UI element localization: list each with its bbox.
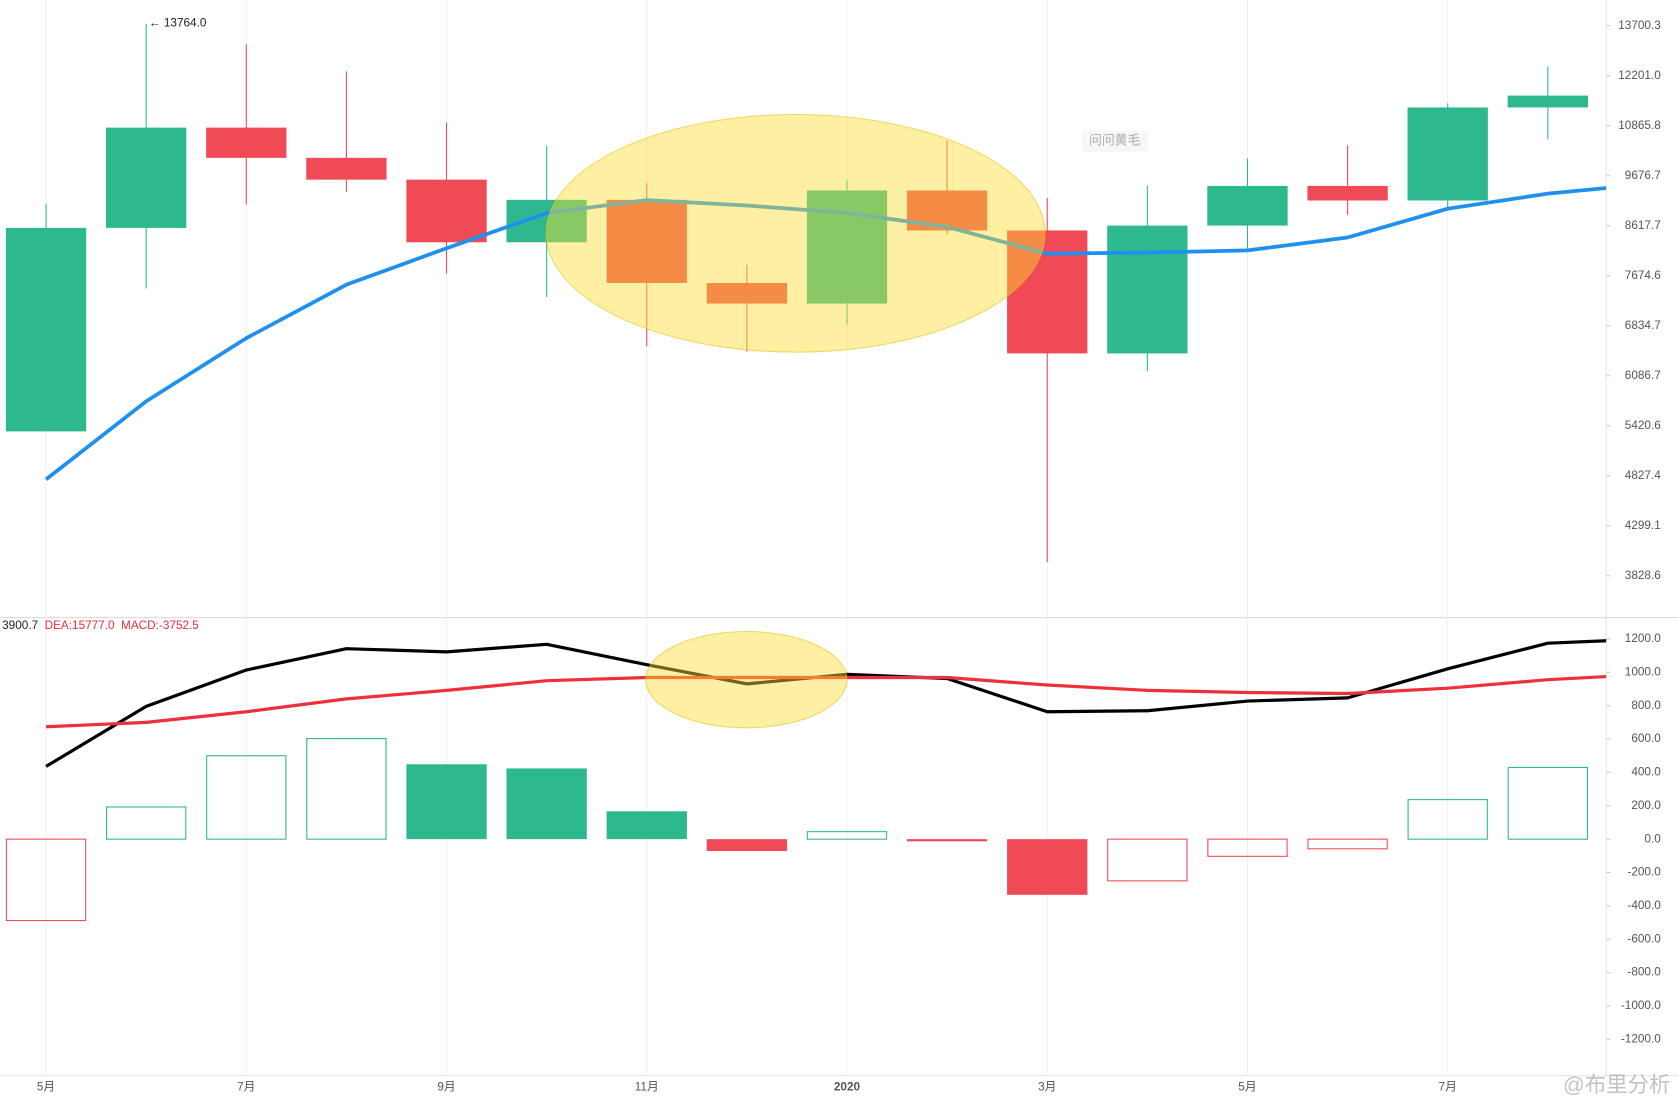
macd-bar — [606, 811, 687, 840]
macd-bar — [306, 738, 387, 840]
macd-bar — [5, 838, 87, 922]
x-tick-label: 2020 — [834, 1081, 861, 1094]
candle-body — [1107, 225, 1188, 354]
footer-watermark: @布里分析 — [1563, 1073, 1670, 1097]
candle-body — [406, 179, 487, 243]
candle-body — [5, 227, 87, 432]
candle-body — [306, 157, 387, 180]
x-tick-label: 9月 — [437, 1081, 455, 1094]
y-tick-label: -200.0 — [1627, 866, 1661, 879]
macd-bar — [106, 806, 187, 840]
watermark-bg — [1081, 130, 1148, 152]
x-tick-label: 3月 — [1038, 1081, 1056, 1094]
candle-body — [706, 283, 788, 304]
y-tick-label: 6834.7 — [1625, 319, 1661, 332]
candle-body — [606, 199, 687, 284]
y-tick-label: 4827.4 — [1625, 469, 1661, 482]
candle-body — [1407, 107, 1488, 201]
y-tick-label: 10865.8 — [1618, 119, 1661, 132]
macd-bar — [806, 831, 888, 840]
legend-entry: DEA:15777.0 — [45, 619, 115, 632]
legend-entry: MACD:-3752.5 — [121, 619, 199, 632]
y-tick-label: 800.0 — [1631, 699, 1661, 712]
macd-bar — [406, 764, 487, 840]
candle-body — [1307, 185, 1388, 201]
candle-body — [106, 127, 187, 228]
macd-line — [45, 639, 1607, 768]
y-tick-label: 0.0 — [1644, 832, 1661, 845]
y-tick-label: -1200.0 — [1621, 1032, 1661, 1045]
y-tick-label: 9676.7 — [1625, 169, 1661, 182]
candle-body — [206, 127, 287, 158]
plot-area — [5, 23, 1607, 922]
highlight-ellipse — [545, 113, 1046, 353]
macd-bar — [1407, 799, 1488, 840]
macd-bar — [1007, 839, 1088, 895]
y-tick-label: 600.0 — [1631, 732, 1661, 745]
x-tick-label: 7月 — [1439, 1081, 1457, 1094]
candle-body — [1507, 95, 1588, 108]
y-tick-label: 8617.7 — [1625, 219, 1661, 232]
y-tick-label: 1200.0 — [1625, 632, 1661, 645]
y-tick-label: 200.0 — [1631, 799, 1661, 812]
macd-bar — [1107, 838, 1188, 882]
macd-bar — [206, 755, 287, 840]
macd-bar — [706, 839, 788, 851]
highlight-ellipse — [645, 630, 848, 729]
max-annotation: ← 13764.0 — [149, 17, 207, 30]
highlights — [545, 113, 1046, 729]
macd-bar — [1307, 838, 1388, 850]
legend-entry: 3900.7 — [2, 619, 38, 632]
y-tick-label: 7674.6 — [1625, 269, 1661, 282]
watermark: 问问黄毛 — [1089, 133, 1140, 148]
x-tick-label: 7月 — [237, 1081, 255, 1094]
ma-line — [44, 186, 1607, 481]
x-tick-label: 5月 — [37, 1081, 55, 1094]
macd-bar — [506, 768, 587, 840]
x-tick-label: 11月 — [635, 1081, 659, 1094]
y-tick-label: 4299.1 — [1625, 519, 1661, 532]
x-tick-label: 5月 — [1238, 1081, 1256, 1094]
y-tick-label: -800.0 — [1627, 966, 1661, 979]
y-tick-label: 5420.6 — [1625, 419, 1661, 432]
y-tick-label: 3828.6 — [1625, 569, 1661, 582]
candle-body — [1007, 230, 1088, 354]
candle-body — [1207, 185, 1288, 226]
macd-bar — [906, 839, 988, 842]
y-tick-label: 400.0 — [1631, 766, 1661, 779]
y-tick-label: -600.0 — [1627, 932, 1661, 945]
y-tick-label: 6086.7 — [1625, 369, 1661, 382]
y-tick-label: 1000.0 — [1625, 665, 1661, 678]
macd-bar — [1507, 766, 1588, 840]
labels: ← 13764.0 问问黄毛 @布里分析 5月 7月 9月 11月 2020 3月 5月 7月… — [2, 17, 1670, 1097]
y-tick-label: -400.0 — [1627, 899, 1661, 912]
y-tick-label: 12201.0 — [1618, 69, 1661, 82]
y-tick-label: 13700.3 — [1618, 19, 1661, 32]
macd-bar — [1207, 838, 1288, 857]
y-tick-label: -1000.0 — [1621, 999, 1661, 1012]
